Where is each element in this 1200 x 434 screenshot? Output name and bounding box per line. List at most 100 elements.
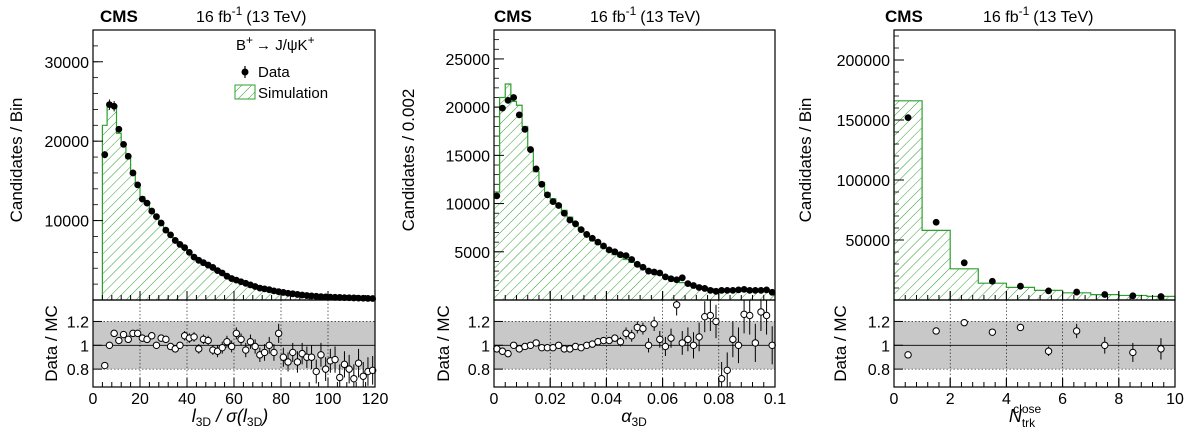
data-point — [594, 238, 602, 246]
sim-bar — [769, 292, 775, 300]
data-point — [684, 280, 692, 288]
x-tick-label: 6 — [1058, 391, 1067, 408]
data-point — [499, 104, 506, 112]
ratio-point — [667, 334, 675, 342]
sim-bar — [1034, 290, 1063, 300]
ratio-y-axis-label: Data / MC — [42, 305, 61, 382]
ratio-point — [289, 348, 297, 357]
ratio-point — [237, 335, 245, 344]
ratio-point — [354, 359, 363, 367]
sim-bar — [707, 288, 714, 300]
ratio-y-tick-label: 0.8 — [468, 362, 490, 379]
x-tick-label: 0.06 — [647, 391, 678, 408]
ratio-point — [656, 335, 664, 344]
sim-bar — [561, 210, 568, 300]
ratio-point — [152, 341, 161, 349]
sim-bar — [130, 173, 136, 300]
data-point — [527, 146, 534, 153]
ratio-point — [627, 332, 636, 340]
ratio-y-tick-label: 0.8 — [868, 362, 890, 379]
data-point — [729, 286, 737, 294]
ratio-point — [904, 351, 912, 359]
ratio-point — [504, 349, 512, 358]
data-point — [185, 248, 193, 256]
plot-layer: 0 20 40 60 80 100 120 10000 20000 30000 0.8 1 1.2 Can… — [7, 29, 389, 408]
ratio-point — [672, 301, 681, 309]
y-axis-label: Candidates / Bin — [7, 98, 26, 223]
x-axis-label: α3D — [621, 406, 647, 429]
x-tick-label: 120 — [362, 391, 389, 408]
y-tick-label: 10000 — [45, 214, 90, 231]
ratio-point — [723, 366, 731, 375]
x-tick-label: 0 — [89, 391, 98, 408]
ratio-point — [246, 338, 255, 346]
sim-bar — [257, 287, 263, 300]
ratio-point — [321, 365, 330, 373]
plot-layer: 0 2 4 6 8 10 50000 100000 150000 200000 0.8 1 1.2 Can… — [796, 29, 1184, 408]
ratio-point — [988, 328, 997, 336]
ratio-point — [734, 341, 743, 349]
sim-bar — [1062, 292, 1091, 300]
y-tick-label: 50000 — [846, 233, 891, 250]
panel-left: 0 20 40 60 80 100 120 10000 20000 30000 0.8 1 1.2 Can… — [7, 4, 388, 429]
ratio-point — [124, 335, 132, 344]
data-point — [153, 213, 160, 221]
data-point — [588, 234, 596, 242]
data-point — [532, 165, 540, 173]
sim-bar — [718, 289, 725, 300]
data-point — [673, 276, 681, 284]
ratio-point — [317, 351, 325, 359]
data-point — [656, 269, 664, 277]
data-point — [101, 151, 109, 159]
sim-bar — [690, 285, 697, 300]
ratio-point — [260, 348, 269, 357]
ratio-point — [706, 311, 715, 320]
data-point — [768, 288, 776, 296]
ratio-point — [661, 342, 670, 351]
sim-bar — [140, 196, 145, 300]
x-tick-label: 4 — [1002, 391, 1011, 408]
data-point — [572, 220, 579, 228]
sim-bar — [252, 286, 258, 300]
ratio-point — [644, 341, 653, 349]
ratio-point — [751, 339, 760, 347]
ratio-plot-frame — [893, 299, 1176, 388]
data-point — [751, 286, 759, 294]
data-point — [735, 286, 742, 294]
data-point — [757, 286, 765, 294]
y-tick-label: 25000 — [446, 52, 491, 69]
sim-bar — [276, 291, 281, 300]
ratio-point — [336, 373, 344, 382]
ratio-y-tick-label: 1.2 — [67, 314, 89, 331]
ratio-point — [227, 342, 236, 351]
ratio-point — [960, 318, 968, 327]
ratio-point — [639, 324, 647, 333]
data-point — [566, 216, 574, 224]
data-point — [510, 94, 518, 101]
sim-bar — [219, 273, 225, 300]
data-point — [543, 191, 551, 199]
sim-bar — [210, 267, 216, 300]
ratio-point — [204, 336, 212, 345]
sim-bar — [187, 253, 192, 300]
ratio-point — [689, 341, 698, 349]
legend-sim-swatch — [234, 84, 256, 100]
ratio-y-tick-label: 1.2 — [468, 314, 490, 331]
data-point — [181, 244, 189, 251]
sim-bar — [612, 254, 618, 300]
sim-bar — [628, 262, 635, 300]
y-tick-label: 150000 — [837, 113, 890, 130]
y-axis-label: Candidates / Bin — [796, 98, 815, 223]
y-tick-label: 5000 — [454, 245, 490, 262]
ratio-point — [232, 329, 241, 338]
sim-bar — [894, 100, 923, 300]
sim-bar — [158, 224, 164, 300]
sim-bar — [494, 192, 500, 300]
ratio-point — [190, 333, 198, 341]
ratio-point — [148, 332, 156, 340]
sim-bar — [215, 270, 220, 300]
ratio-point — [611, 334, 619, 342]
data-point — [746, 286, 754, 294]
sim-bar — [281, 292, 286, 300]
sim-bar — [950, 268, 979, 300]
